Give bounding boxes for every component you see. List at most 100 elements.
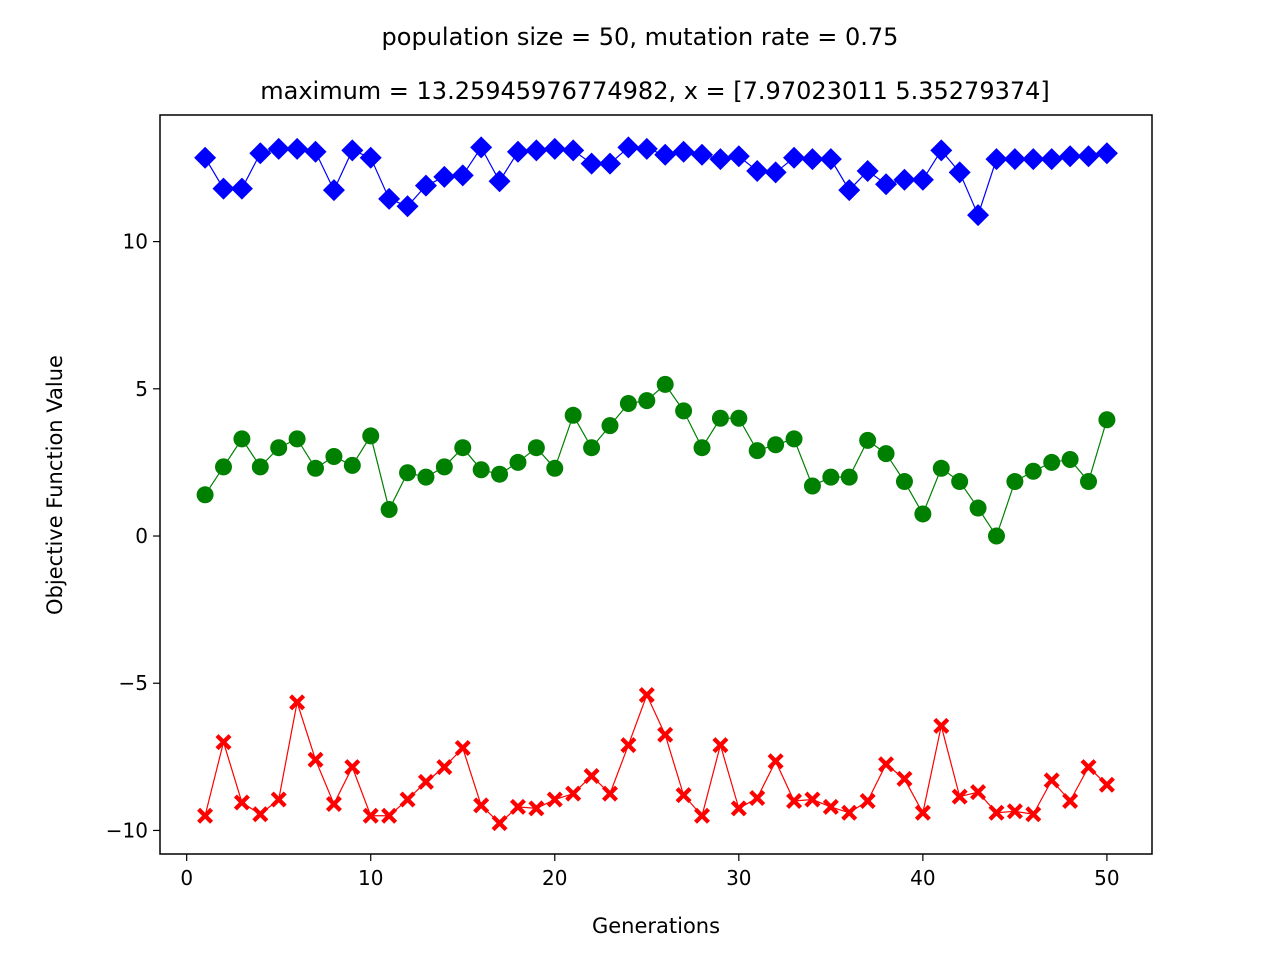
data-point xyxy=(527,439,545,457)
data-point xyxy=(657,726,674,743)
data-point xyxy=(196,486,214,504)
series-line xyxy=(204,146,1108,217)
data-point xyxy=(654,143,677,166)
data-point xyxy=(546,459,564,477)
data-point xyxy=(506,140,529,163)
x-tick-label: 20 xyxy=(542,866,567,890)
data-point xyxy=(840,468,858,486)
data-point xyxy=(1006,803,1023,820)
data-point xyxy=(270,791,287,808)
data-point xyxy=(583,767,600,784)
data-point xyxy=(509,453,527,471)
data-point xyxy=(822,468,840,486)
data-point xyxy=(970,784,987,801)
data-point xyxy=(454,740,471,757)
series-1 xyxy=(194,136,1118,227)
data-point xyxy=(380,501,398,519)
data-point xyxy=(691,143,714,166)
data-point xyxy=(932,459,950,477)
data-point xyxy=(396,195,419,218)
data-point xyxy=(564,406,582,424)
data-point xyxy=(841,804,858,821)
data-point xyxy=(399,791,416,808)
data-point xyxy=(417,468,435,486)
data-point xyxy=(473,797,490,814)
data-point xyxy=(470,136,493,159)
data-point xyxy=(362,807,379,824)
data-point xyxy=(528,800,545,817)
data-point xyxy=(930,139,953,162)
data-point xyxy=(583,439,601,457)
data-point xyxy=(343,456,361,474)
data-point xyxy=(325,795,342,812)
data-point xyxy=(638,392,656,410)
data-point xyxy=(233,794,250,811)
data-point xyxy=(325,448,343,466)
data-point xyxy=(362,427,380,445)
data-point xyxy=(1095,142,1118,165)
data-point xyxy=(896,770,913,787)
data-point xyxy=(307,751,324,768)
x-axis: 0 10 20 30 40 50 xyxy=(180,854,1120,890)
data-point xyxy=(525,139,548,162)
x-tick-label: 50 xyxy=(1094,866,1119,890)
data-point xyxy=(914,505,932,523)
data-point xyxy=(948,161,971,184)
data-point xyxy=(803,477,821,495)
data-point xyxy=(914,804,931,821)
y-axis: −10 −5 0 5 10 xyxy=(106,230,160,842)
data-point xyxy=(711,409,729,427)
data-point xyxy=(675,402,693,420)
data-point xyxy=(491,815,508,832)
data-point xyxy=(194,146,217,169)
data-point xyxy=(270,439,288,457)
data-point xyxy=(491,465,509,483)
data-point xyxy=(1059,145,1082,168)
data-point xyxy=(1025,806,1042,823)
data-point xyxy=(877,445,895,463)
data-point xyxy=(267,137,290,160)
data-point xyxy=(1040,148,1063,171)
data-point xyxy=(215,734,232,751)
data-point xyxy=(730,409,748,427)
data-point xyxy=(987,527,1005,545)
data-point xyxy=(749,790,766,807)
data-point xyxy=(951,788,968,805)
data-point xyxy=(746,159,769,182)
data-point xyxy=(1043,453,1061,471)
data-point xyxy=(435,458,453,476)
y-tick-label: 10 xyxy=(123,230,148,254)
data-point xyxy=(212,177,235,200)
data-point xyxy=(197,807,214,824)
data-point xyxy=(783,146,806,169)
data-point xyxy=(767,436,785,454)
data-point xyxy=(786,793,803,810)
data-point xyxy=(969,499,987,517)
data-point xyxy=(598,152,621,175)
data-point xyxy=(856,159,879,182)
data-point xyxy=(1098,411,1116,429)
data-point xyxy=(895,473,913,491)
series-line xyxy=(204,693,1108,824)
data-point xyxy=(767,753,784,770)
data-point xyxy=(951,473,969,491)
data-point xyxy=(252,806,269,823)
data-point xyxy=(804,791,821,808)
data-point xyxy=(893,168,916,191)
x-axis-label: Generations xyxy=(592,914,720,938)
data-point xyxy=(672,140,695,163)
chart-subtitle: maximum = 13.25945976774982, x = [7.9702… xyxy=(260,77,1050,105)
plot-frame xyxy=(159,114,1153,855)
data-point xyxy=(1098,776,1115,793)
data-point xyxy=(822,798,839,815)
data-point xyxy=(656,375,674,393)
data-point xyxy=(601,417,619,435)
data-point xyxy=(1080,473,1098,491)
data-point xyxy=(967,204,990,227)
data-point xyxy=(764,161,787,184)
data-point xyxy=(619,395,637,413)
data-point xyxy=(1022,148,1045,171)
data-point xyxy=(785,430,803,448)
data-point xyxy=(251,458,269,476)
